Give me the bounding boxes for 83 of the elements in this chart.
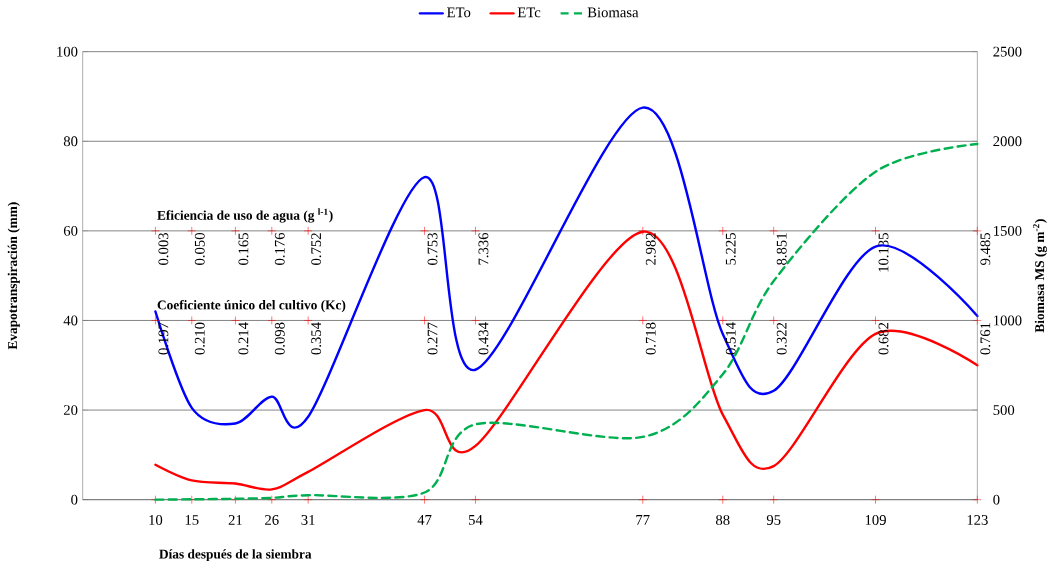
point [151, 316, 160, 325]
annotation: 0.718 [645, 322, 656, 355]
annotation: Eficiencia de uso de agua (g $^{l-1}$) [157, 208, 333, 223]
point [303, 316, 313, 325]
annotation: 0.050 [194, 233, 205, 265]
y2-tick-label: 1500 [994, 225, 1022, 236]
x-tick-label: 21 [228, 515, 242, 525]
point [471, 495, 480, 504]
y2-tick-label: 2000 [993, 136, 1022, 147]
annotation: 7.336 [478, 232, 489, 265]
point [871, 495, 880, 504]
annotation: 0.210 [194, 322, 205, 355]
line-series [154, 230, 979, 491]
annotation: 0.214 [238, 322, 249, 355]
y-tick-label: 80 [63, 136, 78, 147]
annotation: 0.752 [311, 233, 322, 265]
point [420, 226, 429, 236]
annotation: 0.165 [238, 233, 249, 265]
y2-axis-title: Biomasa MS (g m$^{-2}$) [1033, 219, 1047, 333]
x-tick-label: 54 [468, 515, 483, 525]
annotation: 0.197 [158, 322, 169, 355]
point [267, 226, 277, 236]
x-tick-label: 31 [301, 515, 315, 525]
annotation: 9.485 [980, 233, 991, 265]
annotation: 0.354 [311, 322, 322, 355]
point [420, 495, 429, 504]
y2-tick-label: 500 [993, 405, 1015, 416]
y2-tick-label: 0 [993, 494, 1000, 505]
y-axis-title: Evapotranspiración (mm) [7, 202, 20, 350]
point [267, 316, 277, 325]
annotation: 5.225 [725, 233, 736, 265]
point [187, 226, 197, 236]
point [231, 316, 240, 325]
annotation: 0.753 [427, 233, 438, 265]
point [267, 495, 277, 504]
annotation: 0.434 [478, 322, 489, 355]
x-axis-title: Días después de la siembra [159, 549, 312, 561]
point [303, 495, 313, 504]
x-tick-label: 47 [417, 515, 432, 525]
annotation: 0.176 [274, 232, 285, 265]
y-tick-label: 40 [63, 315, 78, 326]
point [871, 316, 880, 325]
legend-label: ETc [517, 7, 541, 18]
x-tick-label: 15 [185, 515, 199, 525]
annotation: 0.098 [274, 322, 285, 355]
annotation: 0.514 [725, 322, 736, 355]
annotation: 0.761 [980, 322, 991, 355]
point [769, 226, 778, 236]
x-tick-label: 10 [149, 515, 163, 525]
point [769, 316, 778, 325]
point [718, 495, 728, 504]
y2-tick-label: 2500 [993, 46, 1022, 57]
x-tick-label: 95 [766, 515, 781, 525]
point [303, 226, 313, 236]
annotation: 0.682 [878, 322, 889, 355]
legend-label: ETo [447, 7, 471, 18]
point [871, 226, 880, 236]
y-tick-label: 60 [63, 225, 78, 236]
y-tick-label: 100 [57, 46, 78, 57]
annotation: 2.982 [645, 233, 656, 265]
y2-tick-label: 1000 [994, 315, 1022, 326]
x-tick-label: 88 [715, 515, 730, 525]
x-tick-label: 109 [865, 515, 886, 525]
x-tick-label: 77 [636, 515, 650, 525]
point [471, 226, 480, 236]
y-tick-label: 20 [63, 405, 78, 416]
x-tick-label: 26 [265, 515, 279, 525]
point [769, 495, 778, 504]
point [420, 316, 429, 325]
annotation: Coeficiente único del cultivo (Kc) [157, 299, 346, 313]
point [471, 316, 480, 325]
annotation: 10.135 [878, 233, 889, 272]
point [638, 495, 648, 504]
annotation: 8.851 [776, 233, 787, 265]
annotation: 0.277 [427, 322, 438, 355]
x-tick-label: 123 [967, 515, 988, 525]
y-tick-label: 0 [71, 494, 78, 505]
annotation: 0.322 [776, 322, 787, 355]
legend-label: Biomasa [587, 7, 639, 18]
line-series [154, 142, 979, 501]
point [151, 226, 160, 236]
annotation: 0.003 [158, 233, 169, 265]
point [231, 226, 240, 236]
